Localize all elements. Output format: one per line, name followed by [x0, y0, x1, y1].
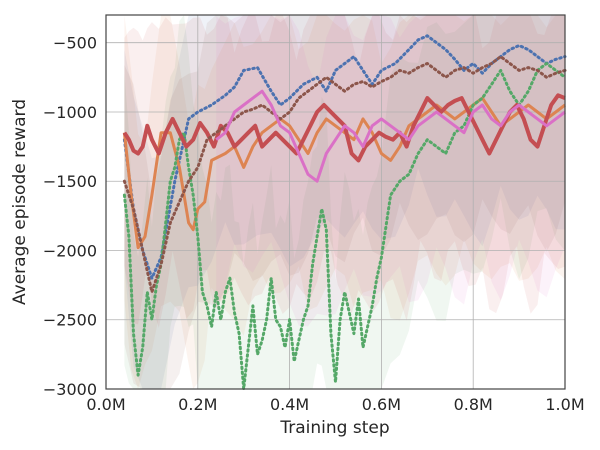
- x-tick-label-1: 0.2M: [178, 395, 217, 414]
- x-tick-label-2: 0.4M: [270, 395, 309, 414]
- y-tick-label-0: −500: [53, 34, 97, 53]
- x-tick-labels: 0.0M 0.2M 0.4M 0.6M 0.8M 1.0M: [86, 395, 584, 414]
- y-tick-label-4: −2500: [43, 311, 97, 330]
- series-line-2: [122, 96, 566, 250]
- x-axis-label: Training step: [279, 418, 389, 438]
- series-line-6: [215, 89, 566, 183]
- plot-background: [106, 15, 565, 389]
- y-tick-label-3: −2000: [43, 241, 97, 260]
- y-axis-label: Average episode reward: [10, 99, 30, 305]
- variance-bands: [124, 15, 566, 389]
- y-tick-label-5: −3000: [43, 380, 97, 399]
- x-tick-label-3: 0.6M: [362, 395, 401, 414]
- variance-band-5: [124, 15, 566, 389]
- variance-band-2: [124, 15, 566, 389]
- series-line-4: [122, 93, 566, 163]
- y-tick-label-2: −1500: [43, 172, 97, 191]
- x-tick-label-5: 1.0M: [545, 395, 584, 414]
- series-lines: [122, 34, 567, 391]
- y-tick-label-1: −1000: [43, 103, 97, 122]
- series-line-5: [122, 55, 567, 294]
- x-tick-label-4: 0.8M: [454, 395, 493, 414]
- y-tick-labels: −500 −1000 −1500 −2000 −2500 −3000: [43, 34, 97, 399]
- variance-band-3: [124, 15, 566, 389]
- variance-band-1: [124, 15, 566, 389]
- x-tick-label-0: 0.0M: [86, 395, 125, 414]
- variance-band-4: [124, 15, 566, 328]
- plot-frame: [105, 14, 566, 390]
